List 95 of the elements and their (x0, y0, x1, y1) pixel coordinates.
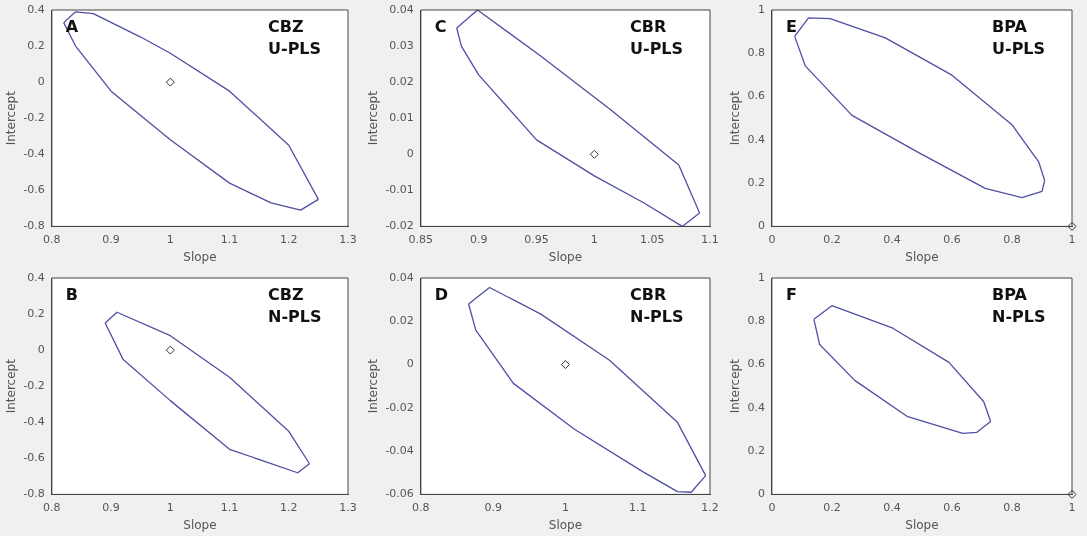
y-tick-label: 0 (406, 357, 414, 371)
y-tick-label: -0.06 (385, 487, 414, 501)
x-tick-label: 0.9 (102, 232, 120, 246)
annotation: CBR N-PLS (630, 285, 684, 327)
y-tick-label: 0.01 (389, 111, 414, 125)
y-tick-label: -0.6 (23, 451, 45, 465)
x-tick-label: 0 (768, 500, 776, 514)
x-tick-label: 1 (1068, 232, 1076, 246)
y-tick-label: -0.4 (23, 147, 45, 161)
y-tick-label: -0.2 (23, 379, 45, 393)
y-tick-label: 0.2 (27, 38, 45, 52)
x-tick-label: 1 (1068, 500, 1076, 514)
y-tick-label: 0.8 (747, 46, 765, 60)
y-axis-title: Intercept (728, 358, 743, 414)
y-tick-label: -0.04 (385, 443, 414, 457)
x-tick-label: 0.4 (883, 232, 901, 246)
y-tick-label: 0.03 (389, 38, 414, 52)
x-tick-label: 0 (768, 232, 776, 246)
x-tick-label: 0.6 (943, 500, 961, 514)
x-tick-label: 1.2 (280, 232, 298, 246)
y-tick-label: -0.02 (385, 219, 414, 233)
x-tick-label: 1.2 (701, 500, 719, 514)
annotation: C (434, 17, 447, 37)
y-tick-label: 0 (37, 74, 45, 88)
y-tick-label: 0.02 (389, 314, 414, 328)
x-tick-label: 0.4 (883, 500, 901, 514)
x-axis-title: Slope (548, 517, 583, 532)
y-tick-label: 0 (757, 219, 765, 233)
x-axis-title: Slope (548, 249, 583, 264)
y-tick-label: 0 (37, 342, 45, 356)
y-tick-label: 0 (406, 147, 414, 161)
y-tick-label: 0.4 (27, 2, 45, 16)
x-axis-title: Slope (905, 249, 939, 264)
x-tick-label: 0.6 (943, 232, 961, 246)
x-tick-label: 1.05 (639, 232, 665, 246)
y-tick-label: 0.6 (747, 357, 765, 371)
y-tick-label: 0.6 (747, 89, 765, 103)
y-tick-label: 0.04 (389, 2, 414, 16)
y-tick-label: -0.8 (23, 487, 45, 501)
x-tick-label: 1.2 (280, 500, 298, 514)
y-tick-label: 0.8 (747, 314, 765, 328)
y-tick-label: 0.4 (747, 132, 765, 146)
y-axis-title: Intercept (366, 358, 381, 414)
x-tick-label: 1.1 (628, 500, 647, 514)
x-axis-title: Slope (905, 517, 939, 532)
annotation: BPA N-PLS (992, 285, 1046, 327)
y-axis-title: Intercept (728, 90, 743, 146)
x-tick-label: 1.1 (220, 500, 239, 514)
y-tick-label: 1 (757, 270, 765, 284)
annotation: B (65, 285, 79, 305)
x-tick-label: 1 (166, 232, 174, 246)
y-tick-label: -0.01 (385, 183, 414, 197)
x-tick-label: 1 (166, 500, 174, 514)
x-tick-label: 0.2 (823, 232, 841, 246)
y-tick-label: 0 (757, 487, 765, 501)
annotation: E (785, 17, 797, 37)
y-tick-label: -0.8 (23, 219, 45, 233)
x-tick-label: 0.8 (1003, 232, 1021, 246)
y-tick-label: 1 (757, 2, 765, 16)
x-tick-label: 1.3 (339, 232, 357, 246)
y-axis-title: Intercept (366, 90, 381, 146)
annotation: A (65, 17, 79, 37)
y-tick-label: 0.4 (747, 400, 765, 414)
y-tick-label: -0.02 (385, 400, 414, 414)
annotation: CBZ U-PLS (268, 17, 322, 59)
y-tick-label: 0.02 (389, 74, 414, 88)
annotation: BPA U-PLS (992, 17, 1046, 59)
annotation: CBZ N-PLS (268, 285, 322, 327)
x-axis-title: Slope (183, 517, 217, 532)
y-tick-label: 0.4 (27, 270, 45, 284)
x-axis-title: Slope (183, 249, 217, 264)
x-tick-label: 0.95 (524, 232, 549, 246)
y-tick-label: 0.2 (747, 443, 765, 457)
annotation: F (785, 285, 797, 305)
y-tick-label: -0.4 (23, 415, 45, 429)
x-tick-label: 1.1 (701, 232, 719, 246)
y-tick-label: -0.6 (23, 183, 45, 197)
y-axis-title: Intercept (4, 90, 19, 146)
x-tick-label: 0.9 (469, 232, 488, 246)
y-axis-title: Intercept (4, 358, 19, 414)
y-tick-label: 0.2 (27, 306, 45, 320)
x-tick-label: 1.3 (339, 500, 357, 514)
x-tick-label: 0.9 (102, 500, 120, 514)
annotation: CBR U-PLS (630, 17, 684, 59)
y-tick-label: 0.2 (747, 175, 765, 189)
x-tick-label: 1.1 (220, 232, 239, 246)
y-tick-label: 0.04 (389, 270, 414, 284)
x-tick-label: 0.8 (1003, 500, 1021, 514)
x-tick-label: 0.9 (484, 500, 502, 514)
x-tick-label: 0.85 (408, 232, 434, 246)
x-tick-label: 1 (590, 232, 598, 246)
y-tick-label: -0.2 (23, 111, 45, 125)
annotation: D (434, 285, 449, 305)
x-tick-label: 1 (561, 500, 569, 514)
x-tick-label: 0.2 (823, 500, 841, 514)
